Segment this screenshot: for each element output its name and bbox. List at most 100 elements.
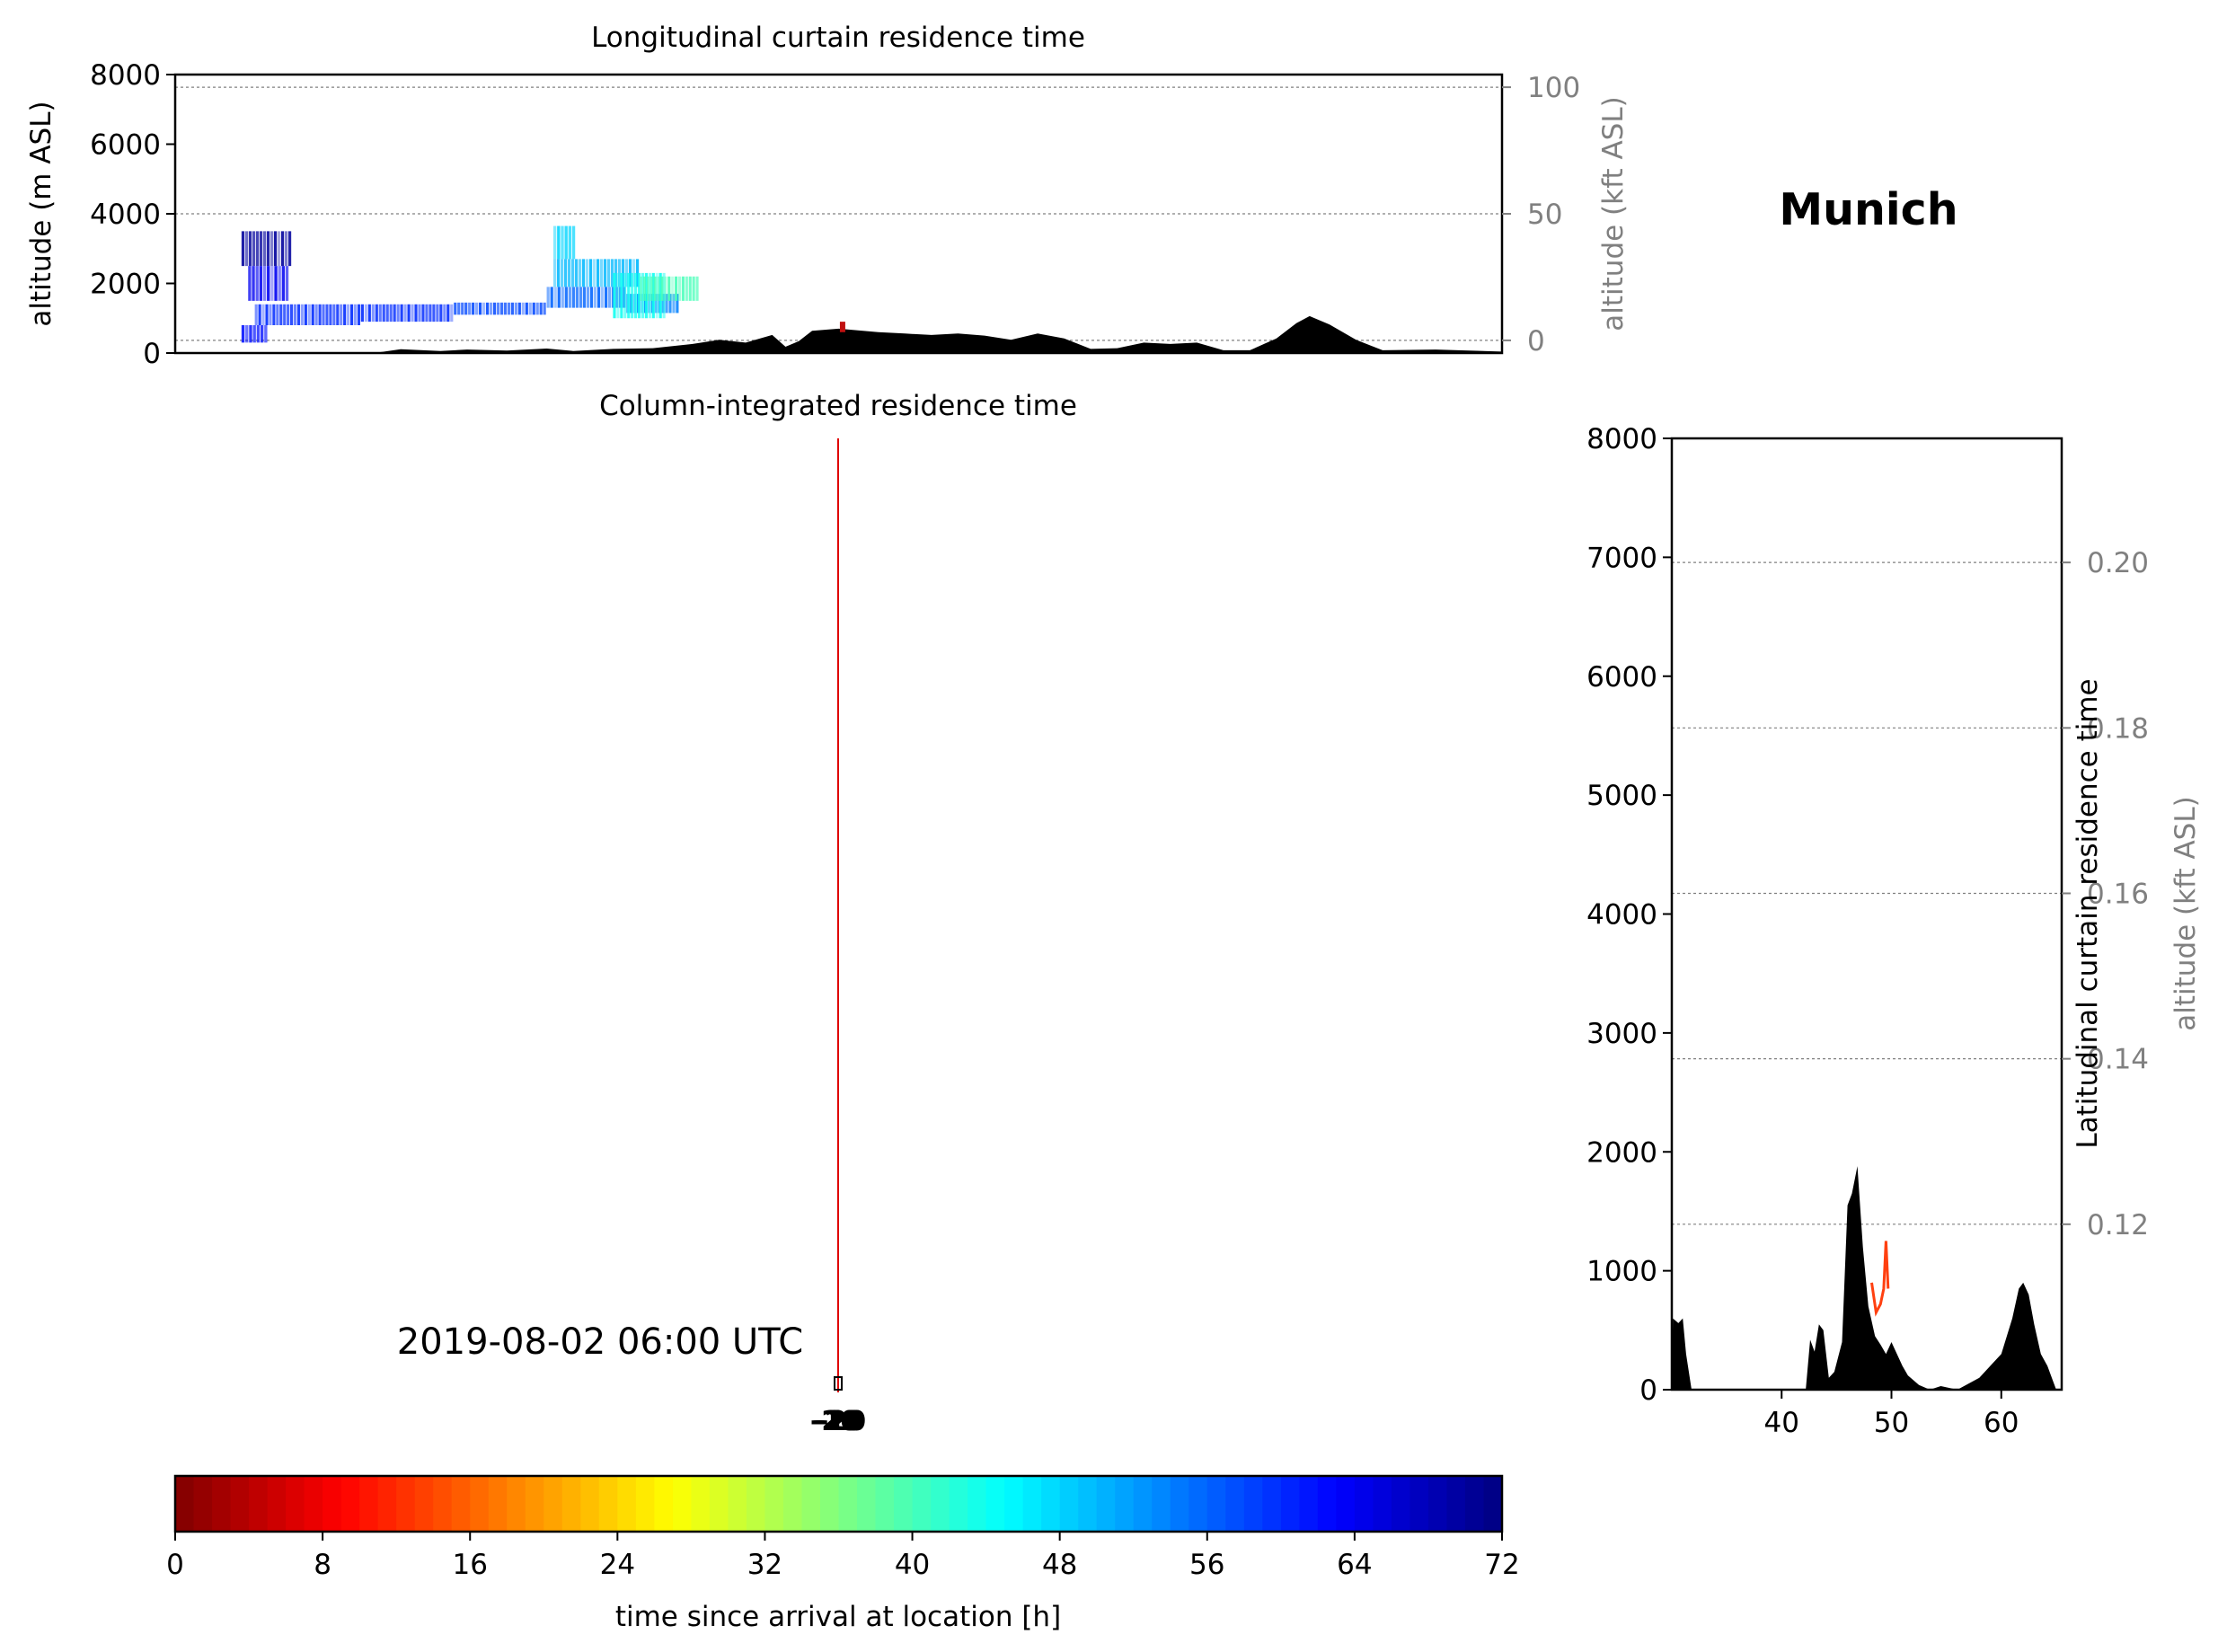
tick-label: 40 xyxy=(1764,1407,1799,1439)
colorbar-cell xyxy=(175,1476,195,1532)
colorbar-cell xyxy=(1336,1476,1356,1532)
colorbar-cell xyxy=(1189,1476,1208,1532)
longitudinal-ytick: 0 xyxy=(143,338,175,370)
colorbar-cell xyxy=(1170,1476,1189,1532)
colorbar-cell xyxy=(985,1476,1005,1532)
colorbar-cell xyxy=(728,1476,747,1532)
colorbar-cell xyxy=(230,1476,250,1532)
residence-strip xyxy=(681,276,685,301)
colorbar-cell xyxy=(1391,1476,1411,1532)
longitudinal-ylabel: altitude (m ASL) xyxy=(25,101,57,326)
colorbar-cell xyxy=(617,1476,637,1532)
residence-strip xyxy=(464,302,468,315)
residence-strip xyxy=(641,272,645,319)
residence-strip xyxy=(647,294,650,314)
residence-blob xyxy=(248,266,289,301)
residence-strip xyxy=(296,304,301,325)
residence-strip xyxy=(631,272,634,319)
tick-label: 0.16 xyxy=(2087,878,2149,910)
colorbar-cell xyxy=(1483,1476,1503,1532)
colorbar-cell xyxy=(1022,1476,1042,1532)
residence-strip xyxy=(510,302,514,315)
latitudinal-ytick: 8000 xyxy=(1586,423,1672,455)
residence-strip xyxy=(672,294,676,314)
residence-strip xyxy=(300,304,304,325)
latitudinal-terrain xyxy=(1672,1166,2062,1390)
residence-strip xyxy=(581,259,586,287)
residence-strip xyxy=(514,302,517,315)
residence-strip xyxy=(468,302,472,315)
residence-blob xyxy=(241,325,268,343)
residence-strip xyxy=(411,304,414,322)
colorbar-tick: 32 xyxy=(747,1532,782,1581)
residence-strip xyxy=(249,325,252,343)
residence-strip xyxy=(646,276,649,301)
residence-strip xyxy=(267,266,270,301)
residence-strip xyxy=(270,231,274,267)
residence-strip xyxy=(503,302,508,315)
residence-strip xyxy=(564,287,568,308)
colorbar-cell xyxy=(764,1476,784,1532)
residence-strip xyxy=(579,287,583,308)
residence-strip xyxy=(557,287,561,308)
tick-label: 16 xyxy=(452,1549,487,1581)
latitudinal-ytick-right: 0.12 xyxy=(2062,1209,2149,1241)
residence-strip xyxy=(277,231,281,267)
residence-strip xyxy=(606,259,611,287)
tick-label: 0.18 xyxy=(2087,712,2149,745)
colorbar-cell xyxy=(709,1476,729,1532)
residence-strip xyxy=(454,302,457,315)
colorbar-cell xyxy=(1206,1476,1226,1532)
residence-strip xyxy=(637,272,641,319)
residence-strip xyxy=(353,304,358,325)
residence-strip xyxy=(325,304,329,325)
residence-strip xyxy=(570,259,575,287)
colorbar-cell xyxy=(1152,1476,1171,1532)
longitudinal-yaxis: 0 2000 4000 6000 8000 xyxy=(90,59,175,370)
residence-strip xyxy=(389,304,393,322)
residence-strip xyxy=(677,276,682,301)
residence-strip xyxy=(667,276,671,301)
latitudinal-xtick: 50 xyxy=(1874,1390,1909,1439)
residence-strip xyxy=(262,266,267,301)
tick-label: 40 xyxy=(895,1549,930,1581)
residence-strip xyxy=(521,302,525,315)
residence-strip xyxy=(272,304,276,325)
colorbar-cell xyxy=(819,1476,840,1532)
column-title: Column-integrated residence time xyxy=(599,390,1077,422)
residence-strip xyxy=(265,304,269,325)
colorbar-cell xyxy=(340,1476,360,1532)
tick-label: 32 xyxy=(747,1549,782,1581)
tick-label: 6000 xyxy=(1586,661,1657,693)
longitudinal-gridlines xyxy=(175,86,1502,341)
colorbar-cell xyxy=(1133,1476,1153,1532)
residence-strip xyxy=(499,302,504,315)
residence-strip xyxy=(266,231,270,267)
residence-strip xyxy=(585,259,589,287)
latitudinal-yaxis: 0 1000 2000 3000 4000 5000 6000 7000 8000 xyxy=(1586,423,1672,1407)
residence-strip xyxy=(475,302,479,315)
residence-strip xyxy=(568,287,571,308)
residence-strip xyxy=(276,304,279,325)
residence-strip xyxy=(260,325,264,343)
longitudinal-yaxis-right: 0 50 100 xyxy=(1502,72,1580,358)
residence-strip xyxy=(644,272,649,319)
colorbar-cell xyxy=(654,1476,674,1532)
latitudinal-xaxis: 40 50 60 xyxy=(1764,1390,2019,1439)
contour-label: -19 xyxy=(812,1406,861,1437)
residence-strip xyxy=(592,259,596,287)
colorbar-cell xyxy=(1446,1476,1466,1532)
residence-strip xyxy=(556,259,561,287)
colorbar-tick: 16 xyxy=(452,1532,488,1581)
residence-strip xyxy=(336,304,340,325)
tick-label: 3000 xyxy=(1586,1018,1657,1050)
residence-strip xyxy=(586,287,590,308)
residence-strip xyxy=(658,272,662,319)
colorbar-frame xyxy=(173,1474,1504,1533)
colorbar-cell xyxy=(212,1476,232,1532)
colorbar-cell xyxy=(838,1476,858,1532)
residence-strip xyxy=(561,225,564,260)
tick-label: 48 xyxy=(1042,1549,1077,1581)
residence-strip xyxy=(378,304,382,322)
latitudinal-ytick-right: 0.16 xyxy=(2062,878,2149,910)
